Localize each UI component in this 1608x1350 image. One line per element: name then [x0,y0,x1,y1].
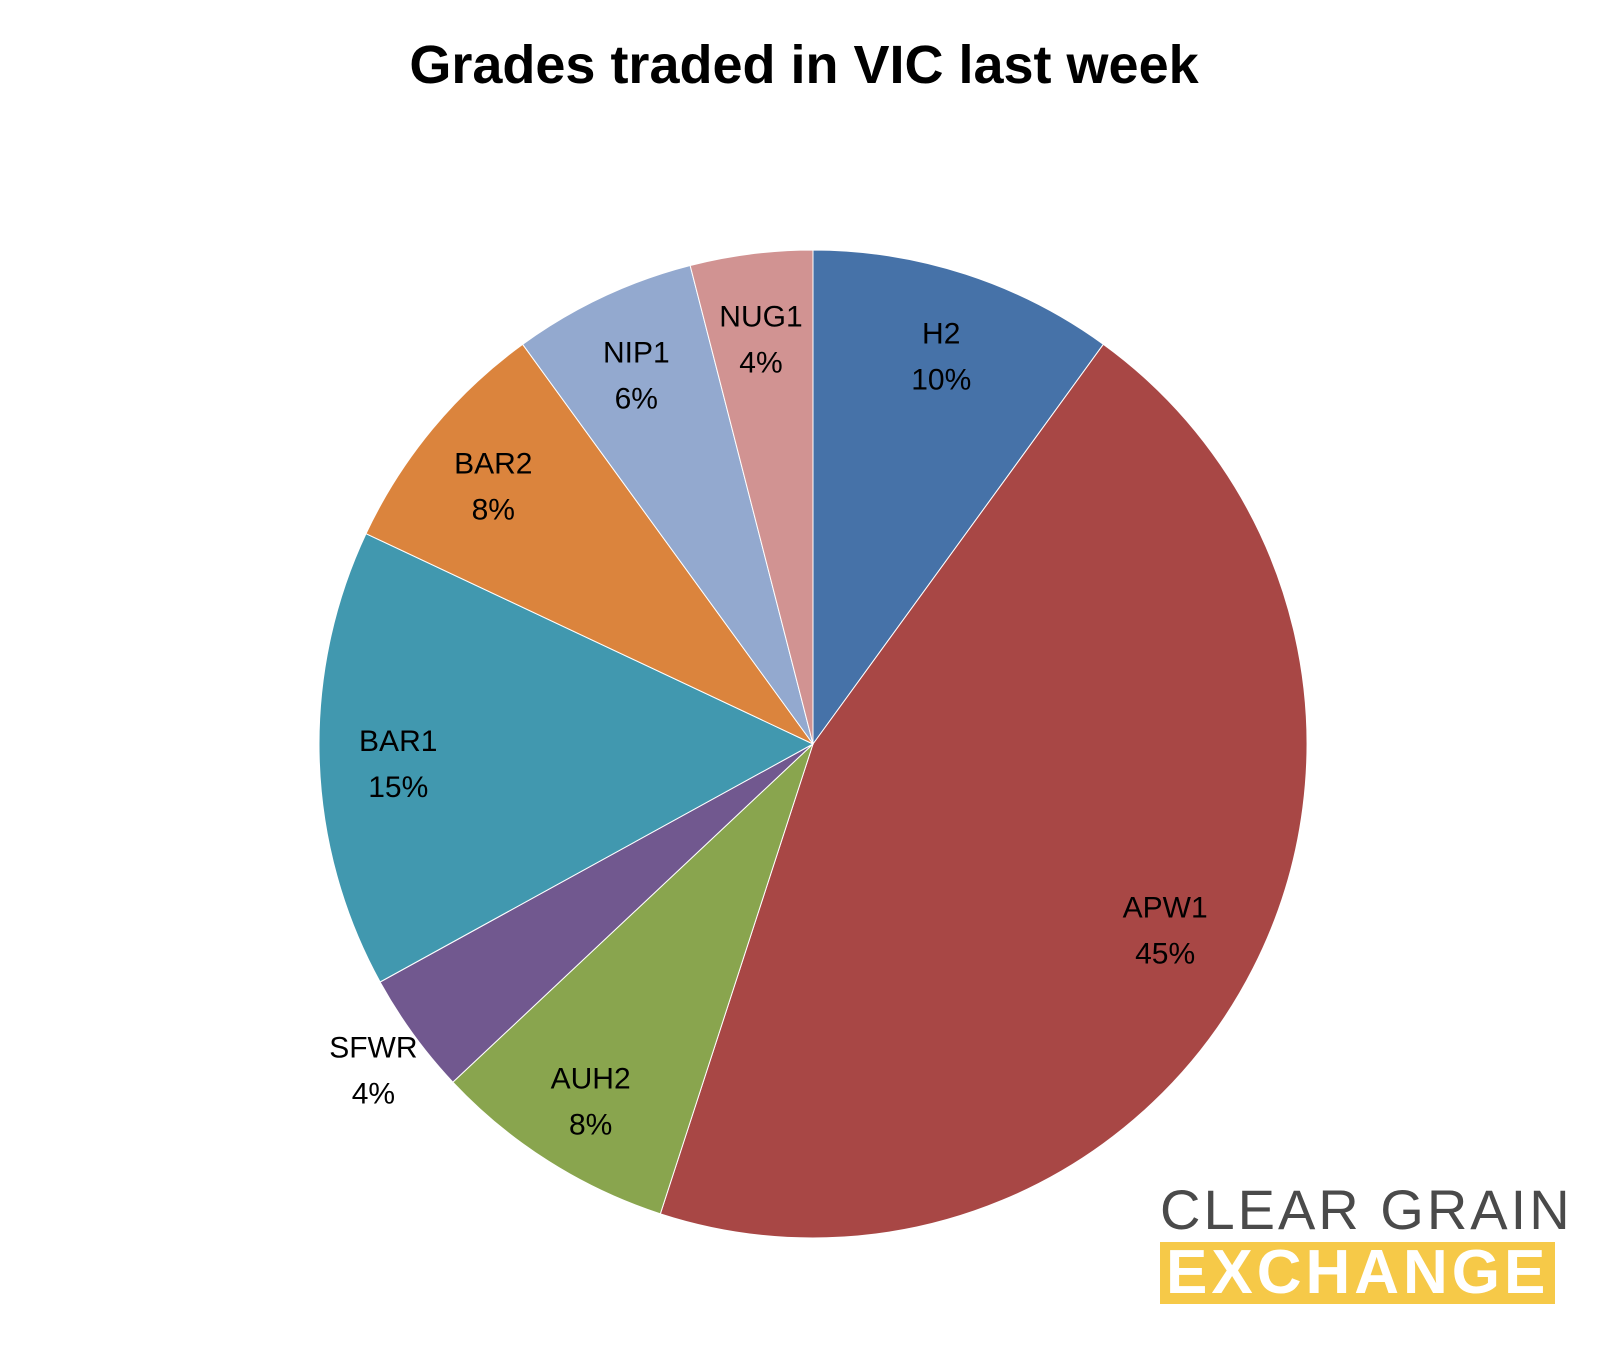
pie-slice-auh2 [452,743,814,1215]
slice-label-auh2: AUH2 [551,1062,631,1095]
pie-slice-bar1 [318,532,815,983]
slice-percent-bar1: 15% [368,771,428,804]
slice-percent-nug1: 4% [739,346,782,379]
slice-label-bar2: BAR2 [454,447,532,480]
slice-percent-h2: 10% [911,363,971,396]
slice-percent-bar2: 8% [472,493,515,526]
clear-grain-exchange-logo: CLEAR GRAIN EXCHANGE [1160,1178,1573,1304]
pie-slices [318,249,1308,1239]
pie-slice-h2 [812,249,1105,746]
pie-slice-nip1 [521,264,814,745]
slice-label-sfwr: SFWR [329,1031,417,1064]
logo-line-clear-grain: CLEAR GRAIN [1160,1178,1573,1241]
pie-slice-bar2 [365,343,814,745]
pie-labels: H2 10% APW1 45% AUH2 8% SFWR 4% BAR1 15% BAR2 8% NIP… [329,300,1207,1141]
slice-label-apw1: APW1 [1123,891,1208,924]
slice-percent-nip1: 6% [615,383,658,416]
logo-line-exchange: EXCHANGE [1160,1242,1556,1304]
pie-slice-nug1 [689,249,814,745]
slice-label-nip1: NIP1 [603,337,670,370]
slice-label-h2: H2 [922,317,960,350]
slice-label-bar1: BAR1 [359,725,437,758]
slice-label-nug1: NUG1 [719,300,802,333]
slice-percent-apw1: 45% [1135,937,1195,970]
pie-slice-apw1 [659,343,1308,1239]
chart-title: Grades traded in VIC last week [409,35,1199,95]
slice-percent-sfwr: 4% [352,1077,395,1110]
slice-percent-auh2: 8% [569,1108,612,1141]
